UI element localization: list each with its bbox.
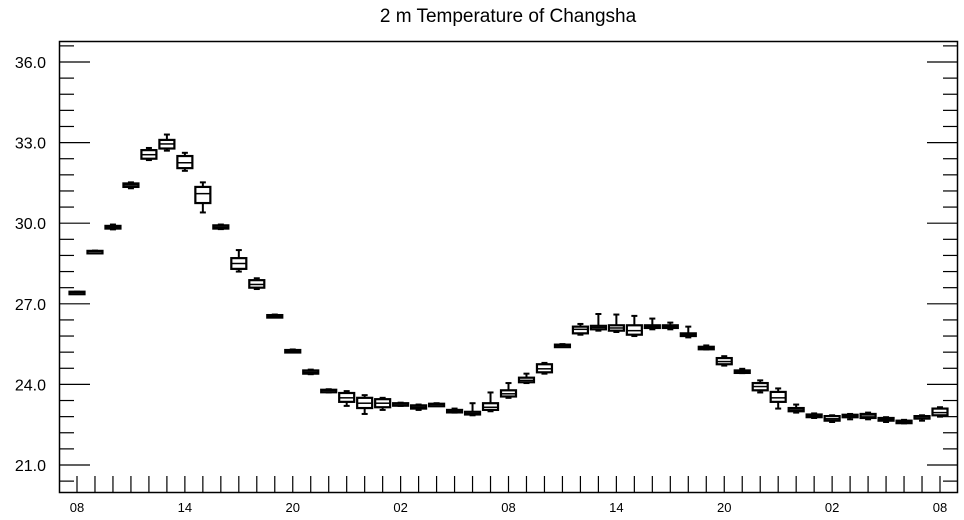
box (877, 416, 895, 424)
y-tick-label: 36.0 (15, 55, 46, 72)
x-tick-label: 02 (825, 500, 839, 515)
box (374, 396, 392, 411)
box (266, 313, 284, 319)
box (823, 414, 841, 424)
box-series (68, 133, 949, 425)
box (140, 146, 158, 162)
box-body (194, 185, 212, 205)
box (463, 402, 482, 417)
box (679, 325, 697, 339)
box (230, 249, 248, 273)
x-tick-label: 02 (393, 500, 407, 515)
x-tick-label: 08 (70, 500, 84, 515)
box (589, 313, 607, 332)
box (356, 394, 374, 415)
box (427, 402, 446, 408)
plot-frame (58, 40, 959, 494)
y-tick-label: 30.0 (15, 216, 46, 233)
box (661, 321, 679, 331)
y-tick-label: 33.0 (15, 136, 46, 153)
box (158, 133, 176, 152)
box (787, 403, 805, 414)
box (104, 223, 122, 231)
box (805, 412, 823, 419)
box (338, 390, 356, 407)
box-body (769, 390, 787, 403)
box (895, 418, 913, 425)
box (212, 223, 230, 231)
box (68, 290, 86, 296)
y-tick-label: 27.0 (15, 297, 46, 314)
box (607, 313, 625, 334)
box (284, 348, 302, 354)
box (733, 367, 751, 375)
box (841, 412, 859, 421)
x-tick-label: 14 (609, 500, 623, 515)
box (410, 403, 428, 411)
box (248, 277, 266, 291)
box (176, 151, 194, 172)
box (481, 391, 500, 413)
box (499, 382, 518, 399)
box (86, 249, 104, 255)
box (697, 344, 715, 351)
x-axis: 08 14 20 02 08 14 20 02 08 (70, 476, 947, 515)
box (517, 372, 536, 385)
y-axis: 21.0 24.0 27.0 30.0 33.0 36.0 (15, 45, 957, 482)
box (859, 411, 877, 421)
chart-title: 2 m Temperature of Changsha (380, 6, 637, 27)
box (302, 368, 320, 376)
box (535, 361, 554, 375)
box (913, 414, 931, 422)
box (643, 317, 661, 331)
box (715, 355, 733, 367)
box (931, 406, 949, 418)
box (445, 407, 464, 414)
box (392, 401, 410, 407)
x-tick-label: 20 (286, 500, 300, 515)
box (553, 343, 572, 349)
box (751, 379, 769, 394)
box (625, 314, 643, 338)
box (571, 322, 590, 336)
box (194, 181, 212, 214)
box (769, 387, 787, 410)
x-tick-label: 08 (501, 500, 515, 515)
x-tick-label: 14 (178, 500, 192, 515)
box (122, 181, 140, 190)
y-tick-label: 21.0 (15, 458, 46, 475)
box (320, 388, 338, 394)
x-tick-label: 08 (933, 500, 947, 515)
x-tick-label: 20 (717, 500, 731, 515)
y-tick-label: 24.0 (15, 377, 46, 394)
